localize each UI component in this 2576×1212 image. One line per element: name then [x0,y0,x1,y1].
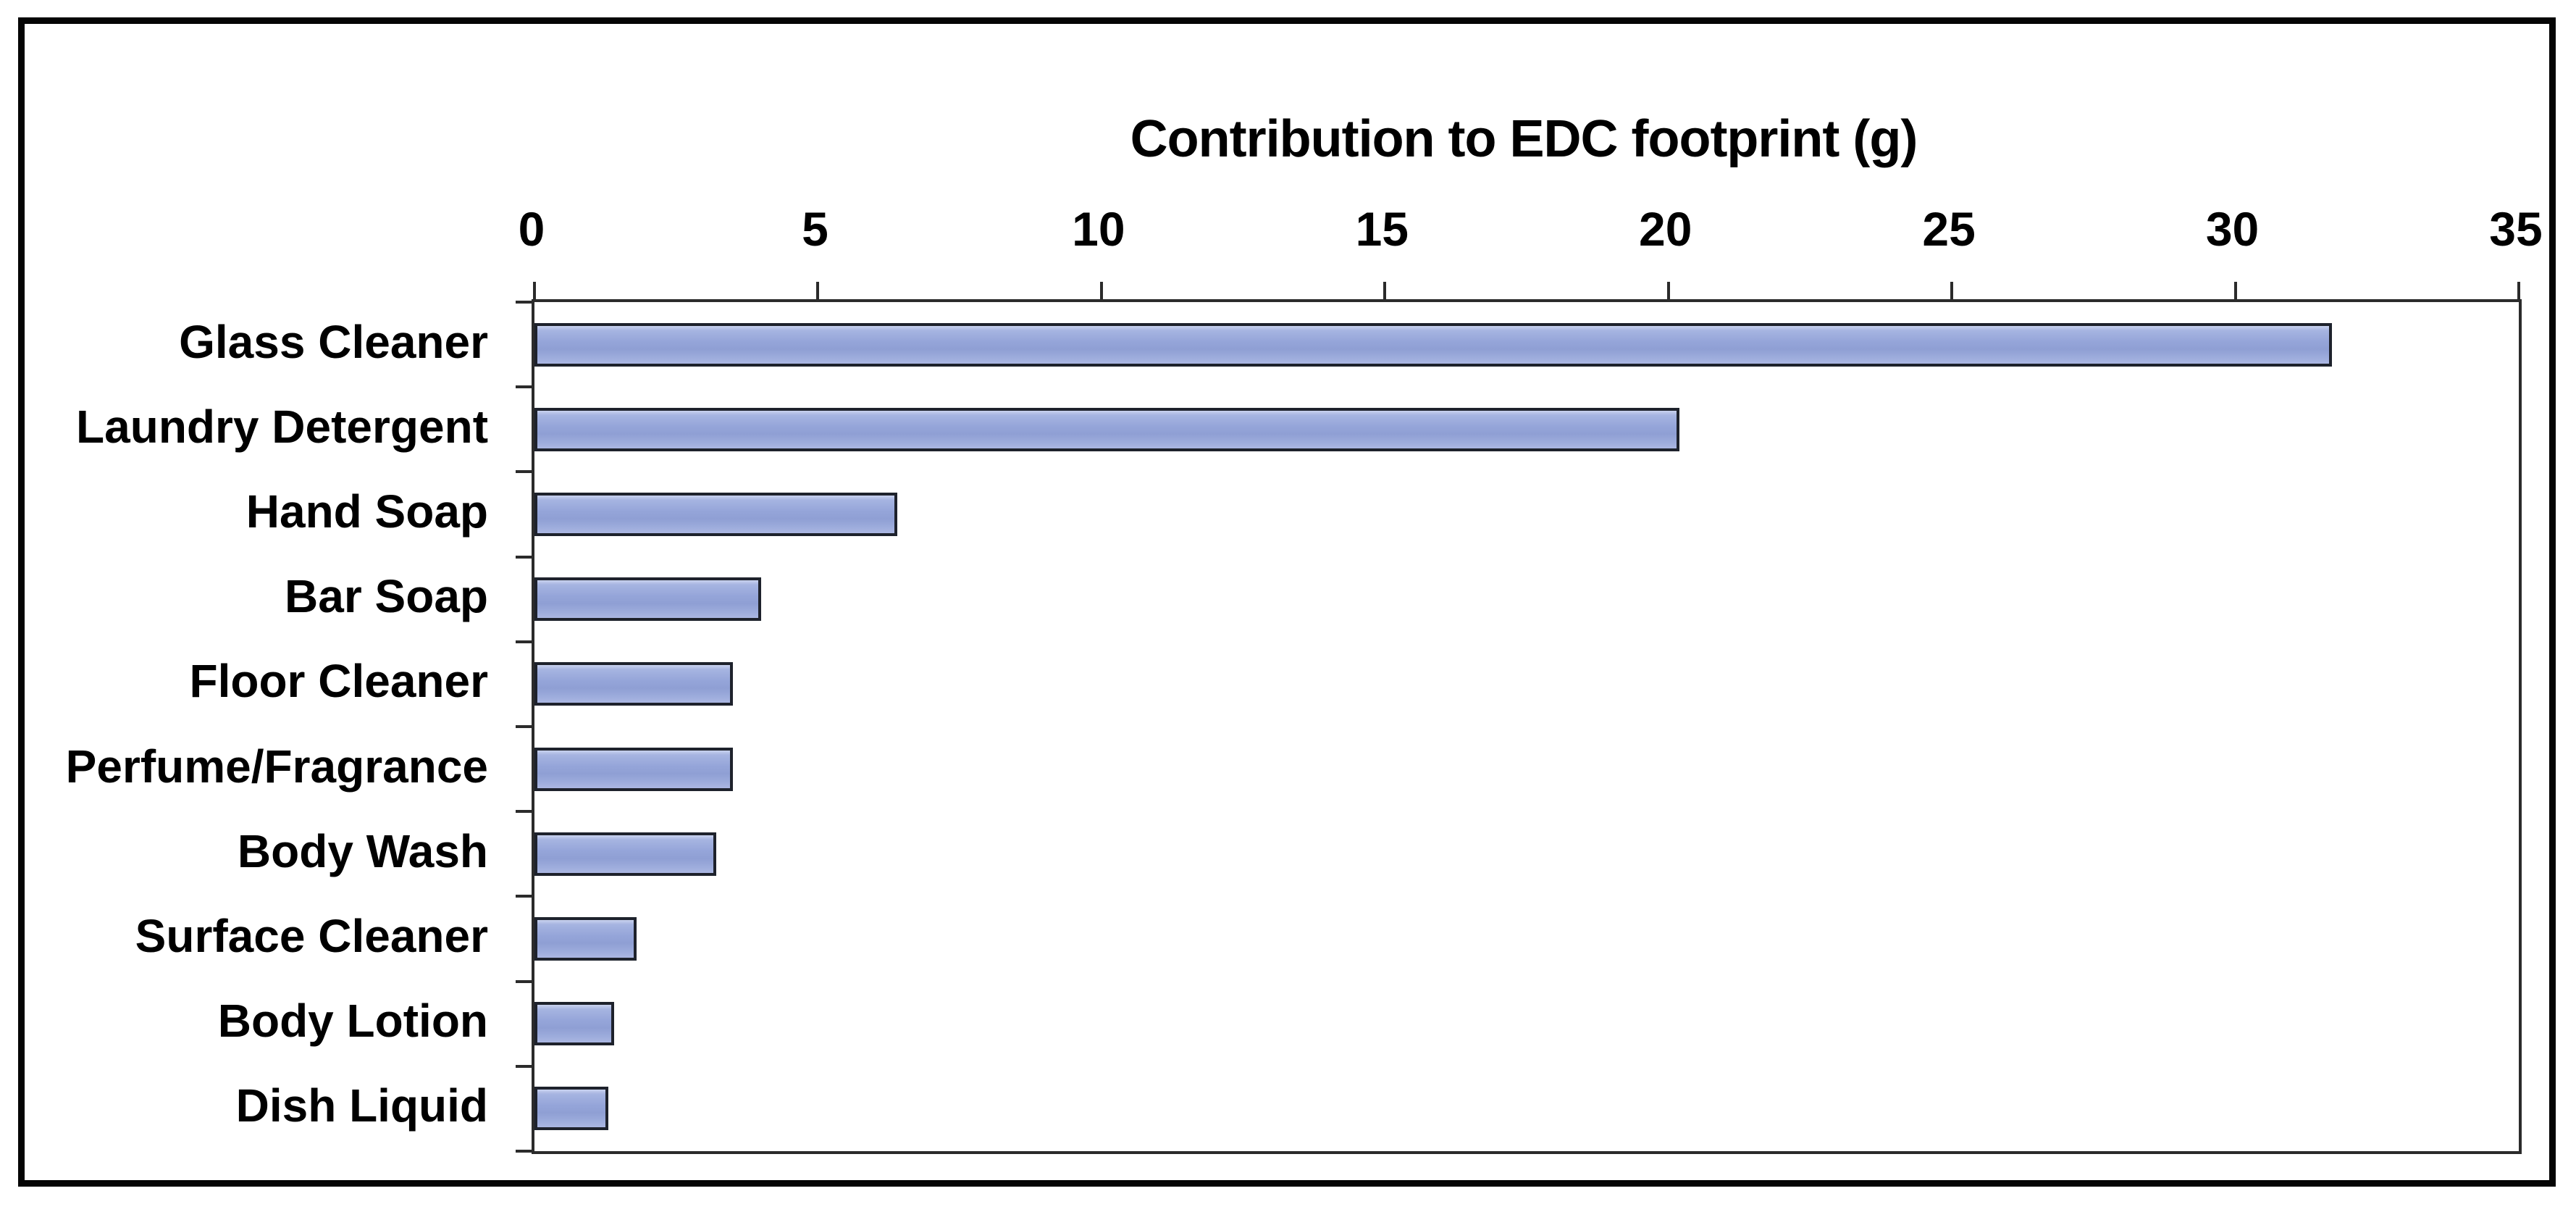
x-axis-tick-mark-20 [1666,282,1670,302]
category-label-bar-soap: Bar Soap [285,570,488,623]
bar-body-lotion [534,1002,614,1046]
y-axis-tick-mark-9 [516,1064,534,1068]
bar-laundry-detergent [534,407,1680,451]
x-axis-tick-mark-15 [1383,282,1387,302]
bar-dish-liquid [534,1087,608,1131]
y-axis-tick-mark-4 [516,640,534,643]
x-axis-tick-mark-10 [1099,282,1103,302]
x-axis-tick-label-0: 0 [518,202,545,256]
x-axis-tick-label-35: 35 [2489,202,2543,256]
y-axis-tick-mark-6 [516,810,534,814]
x-axis-tick-label-15: 15 [1355,202,1409,256]
y-axis-tick-mark-2 [516,470,534,474]
bar-floor-cleaner [534,662,733,706]
category-label-surface-cleaner: Surface Cleaner [135,910,488,962]
y-axis-tick-mark-8 [516,979,534,983]
x-axis-tick-mark-35 [2517,282,2520,302]
figure-frame: Contribution to EDC footprint (g) 0 5 10 15… [18,17,2556,1187]
x-axis-tick-label-20: 20 [1638,202,1692,256]
category-label-perfume-fragrance: Perfume/Fragrance [65,740,488,793]
bar-perfume-fragrance [534,747,733,791]
x-axis-tick-label-10: 10 [1072,202,1125,256]
y-axis-tick-mark-7 [516,895,534,898]
x-axis-tick-label-5: 5 [802,202,828,256]
chart-title: Contribution to EDC footprint (g) [1130,110,1918,168]
bar-bar-soap [534,577,762,622]
x-axis-tick-mark-0 [533,282,536,302]
bar-glass-cleaner [534,322,2332,367]
y-axis-tick-mark-5 [516,725,534,728]
x-axis-tick-mark-25 [1950,282,1954,302]
y-axis-tick-mark-3 [516,555,534,559]
bar-surface-cleaner [534,917,637,961]
category-label-laundry-detergent: Laundry Detergent [76,400,488,453]
x-axis-tick-label-30: 30 [2205,202,2260,256]
x-axis-tick-label-25: 25 [1922,202,1976,256]
category-label-glass-cleaner: Glass Cleaner [179,315,488,368]
category-label-body-wash: Body Wash [237,824,488,877]
category-label-dish-liquid: Dish Liquid [235,1079,488,1132]
category-label-body-lotion: Body Lotion [217,995,488,1048]
y-axis-tick-mark-10 [516,1150,534,1153]
category-label-hand-soap: Hand Soap [246,485,488,538]
x-axis-tick-mark-30 [2233,282,2237,302]
bar-body-wash [534,832,716,876]
category-label-floor-cleaner: Floor Cleaner [189,655,488,708]
bar-hand-soap [534,493,898,536]
y-axis-tick-mark-0 [516,301,534,304]
plot-area [516,282,2522,1154]
x-axis-tick-mark-5 [816,282,820,302]
y-axis-tick-mark-1 [516,385,534,389]
